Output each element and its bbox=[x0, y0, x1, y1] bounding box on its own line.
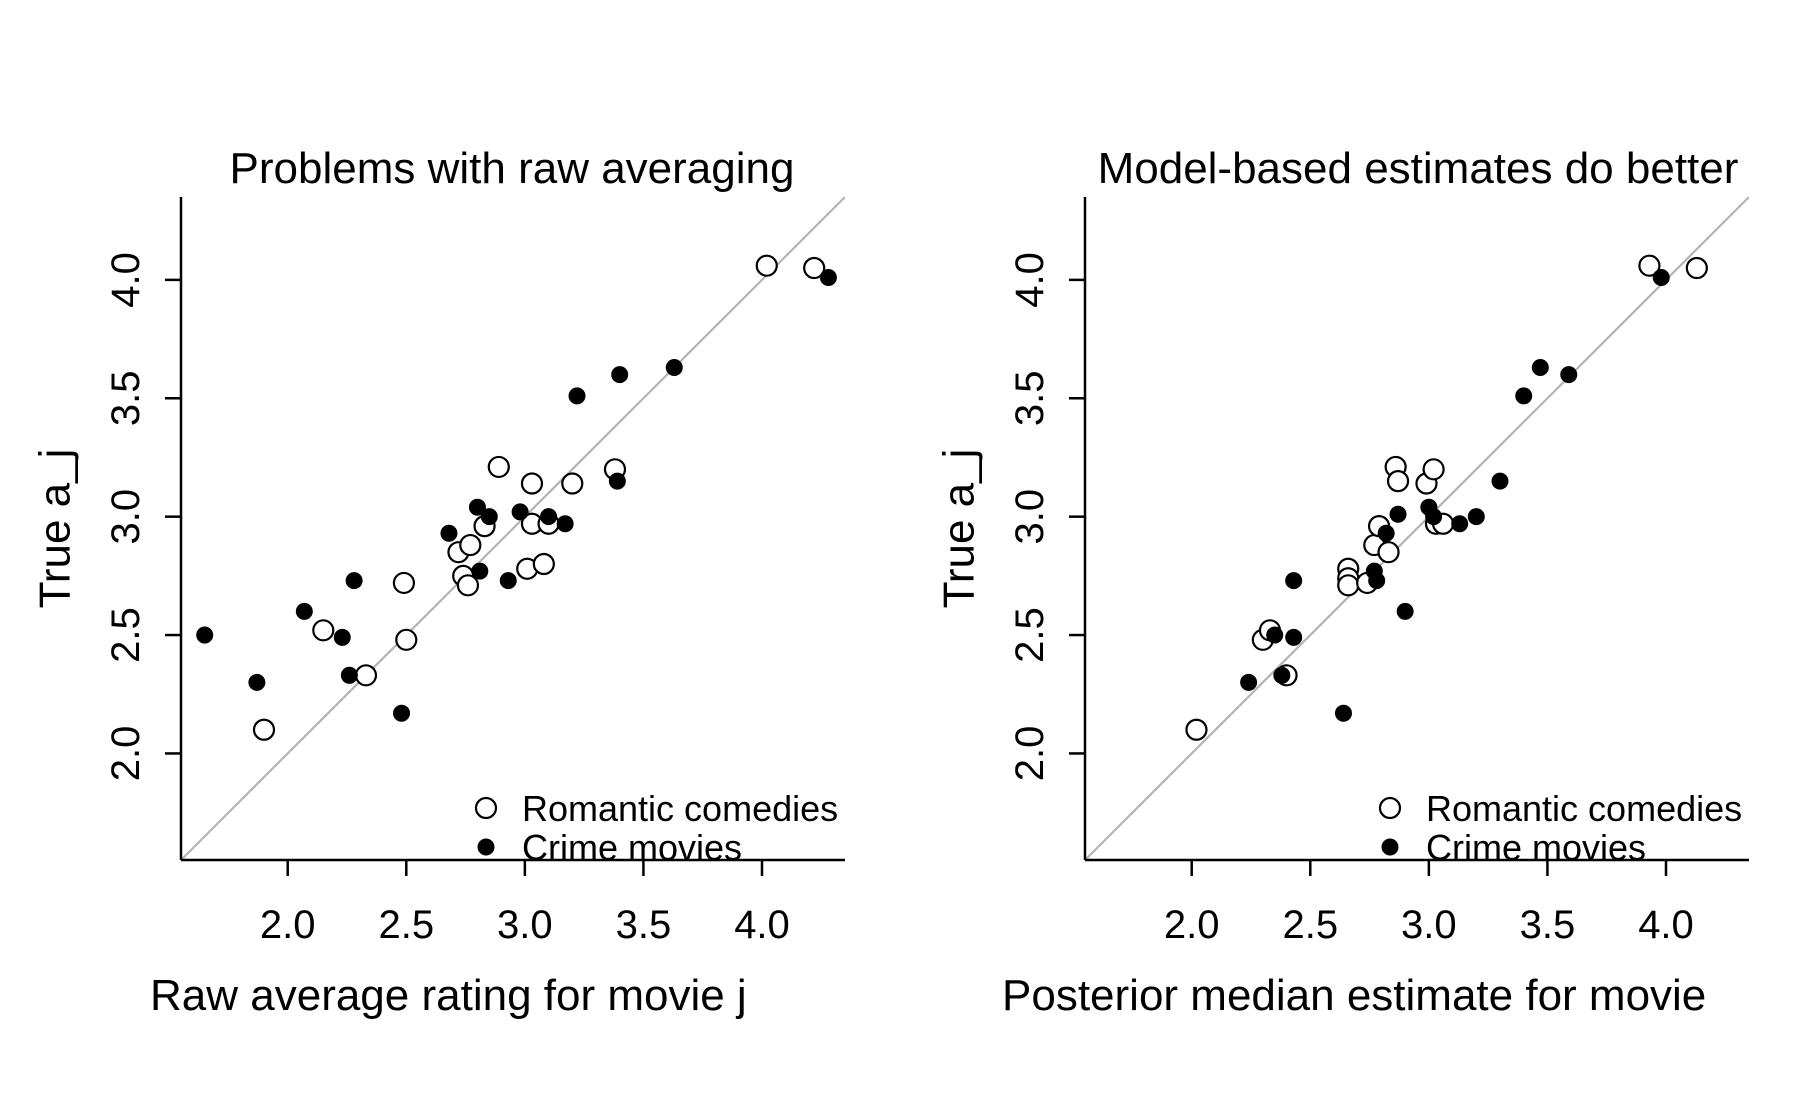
crime-movie-point bbox=[1515, 387, 1533, 405]
legend-open-circle-icon bbox=[474, 796, 498, 820]
crime-movie-point bbox=[1334, 704, 1352, 722]
crime-movie-point bbox=[248, 673, 266, 691]
y-tick-label: 2.0 bbox=[1008, 726, 1052, 782]
x-axis-label: Posterior median estimate for movie bbox=[1002, 971, 1706, 1020]
y-tick-label: 3.0 bbox=[104, 489, 148, 545]
chart-title: Model-based estimates do better bbox=[1098, 144, 1739, 193]
x-axis-label: Raw average rating for movie j bbox=[150, 971, 747, 1020]
x-tick-label: 4.0 bbox=[734, 903, 790, 947]
x-tick-label: 2.5 bbox=[1282, 903, 1338, 947]
crime-movie-point bbox=[480, 508, 498, 526]
romantic-comedy-point bbox=[1638, 254, 1661, 277]
y-axis-label: True a_j bbox=[935, 449, 984, 609]
x-tick-label: 3.0 bbox=[1401, 903, 1457, 947]
crime-movie-point bbox=[819, 269, 837, 287]
legend-filled-circle-icon bbox=[477, 838, 495, 856]
crime-movie-point bbox=[196, 626, 214, 644]
x-tick-label: 2.0 bbox=[1164, 903, 1220, 947]
crime-movie-point bbox=[540, 508, 558, 526]
romantic-comedy-point bbox=[561, 472, 584, 495]
romantic-comedy-point bbox=[312, 619, 335, 642]
crime-movie-point bbox=[568, 387, 586, 405]
romantic-comedy-point bbox=[252, 718, 276, 741]
romantic-comedy-point bbox=[803, 256, 826, 280]
crime-movie-point bbox=[1467, 508, 1485, 526]
romantic-comedy-point bbox=[1422, 458, 1445, 481]
crime-movie-point bbox=[1396, 602, 1414, 620]
crime-movie-point bbox=[1285, 628, 1303, 646]
crime-movie-point bbox=[1560, 366, 1578, 384]
crime-movie-point bbox=[499, 572, 517, 590]
romantic-comedy-point bbox=[487, 455, 510, 479]
romantic-comedy-point bbox=[354, 664, 378, 687]
crime-movie-point bbox=[471, 562, 489, 580]
legend-label: Romantic comedies bbox=[522, 788, 838, 829]
crime-movie-point bbox=[440, 524, 458, 542]
crime-movie-point bbox=[665, 358, 683, 376]
romantic-comedy-point bbox=[755, 254, 778, 277]
x-tick-label: 4.0 bbox=[1638, 903, 1694, 947]
crime-movie-point bbox=[340, 666, 358, 684]
crime-movie-point bbox=[1273, 666, 1291, 684]
crime-movie-point bbox=[295, 602, 313, 620]
romantic-comedy-point bbox=[1685, 256, 1708, 280]
romantic-comedy-point bbox=[456, 574, 480, 597]
left-scatter-panel: 2.0 2.5 3.0 3.5 4.0 2.0 2.5 3.0 3.5 4.0 Problems w… bbox=[31, 144, 845, 1020]
legend-open-circle-icon bbox=[1378, 796, 1402, 820]
crime-movie-point bbox=[468, 498, 486, 516]
x-tick-label: 2.5 bbox=[378, 903, 434, 947]
right-scatter-panel: 2.0 2.5 3.0 3.5 4.0 2.0 2.5 3.0 3.5 4.0 Model-base… bbox=[935, 144, 1749, 1020]
y-tick-label: 2.5 bbox=[1008, 607, 1052, 663]
chart-title: Problems with raw averaging bbox=[230, 144, 795, 193]
crime-movie-point bbox=[393, 704, 411, 722]
x-tick-label: 3.0 bbox=[497, 903, 553, 947]
crime-movie-point bbox=[1266, 626, 1284, 644]
y-tick-label: 2.5 bbox=[104, 607, 148, 663]
crime-movie-point bbox=[511, 503, 529, 521]
romantic-comedy-point bbox=[1185, 718, 1208, 741]
crime-movie-point bbox=[608, 472, 626, 490]
crime-movie-point bbox=[1451, 515, 1469, 533]
crime-movie-point bbox=[1491, 472, 1509, 490]
romantic-comedy-point bbox=[1377, 541, 1400, 564]
crime-movie-point bbox=[1240, 673, 1258, 691]
x-tick-label: 3.5 bbox=[1520, 903, 1576, 947]
crime-movie-point bbox=[1389, 505, 1407, 523]
y-tick-label: 3.5 bbox=[1008, 370, 1052, 426]
romantic-comedy-point bbox=[459, 533, 482, 557]
y-tick-label: 4.0 bbox=[1008, 252, 1052, 308]
romantic-comedy-point bbox=[1337, 574, 1360, 597]
crime-movie-point bbox=[556, 515, 574, 533]
crime-movie-point bbox=[1285, 572, 1303, 590]
x-tick-label: 3.5 bbox=[616, 903, 672, 947]
romantic-comedy-point bbox=[1386, 470, 1410, 493]
crime-movie-point bbox=[1377, 524, 1395, 542]
y-axis-label: True a_j bbox=[31, 449, 80, 609]
crime-movie-point bbox=[1652, 269, 1670, 287]
y-tick-label: 2.0 bbox=[104, 726, 148, 782]
x-tick-label: 2.0 bbox=[260, 903, 316, 947]
identity-reference-line bbox=[1085, 196, 1749, 860]
legend-label: Crime movies bbox=[1426, 827, 1646, 868]
romantic-comedy-point bbox=[395, 628, 418, 651]
y-tick-label: 3.0 bbox=[1008, 489, 1052, 545]
identity-reference-line bbox=[181, 196, 845, 860]
y-tick-label: 3.5 bbox=[104, 370, 148, 426]
y-tick-label: 4.0 bbox=[104, 252, 148, 308]
legend-label: Romantic comedies bbox=[1426, 788, 1742, 829]
legend-label: Crime movies bbox=[522, 827, 742, 868]
crime-movie-point bbox=[611, 366, 629, 384]
crime-movie-point bbox=[333, 628, 351, 646]
legend-filled-circle-icon bbox=[1381, 838, 1399, 856]
crime-movie-point bbox=[345, 572, 363, 590]
romantic-comedy-point bbox=[392, 571, 416, 595]
crime-movie-point bbox=[1425, 508, 1443, 526]
romantic-comedy-point bbox=[532, 552, 555, 576]
crime-movie-point bbox=[1368, 572, 1386, 590]
romantic-comedy-point bbox=[520, 472, 544, 495]
crime-movie-point bbox=[1531, 358, 1549, 376]
